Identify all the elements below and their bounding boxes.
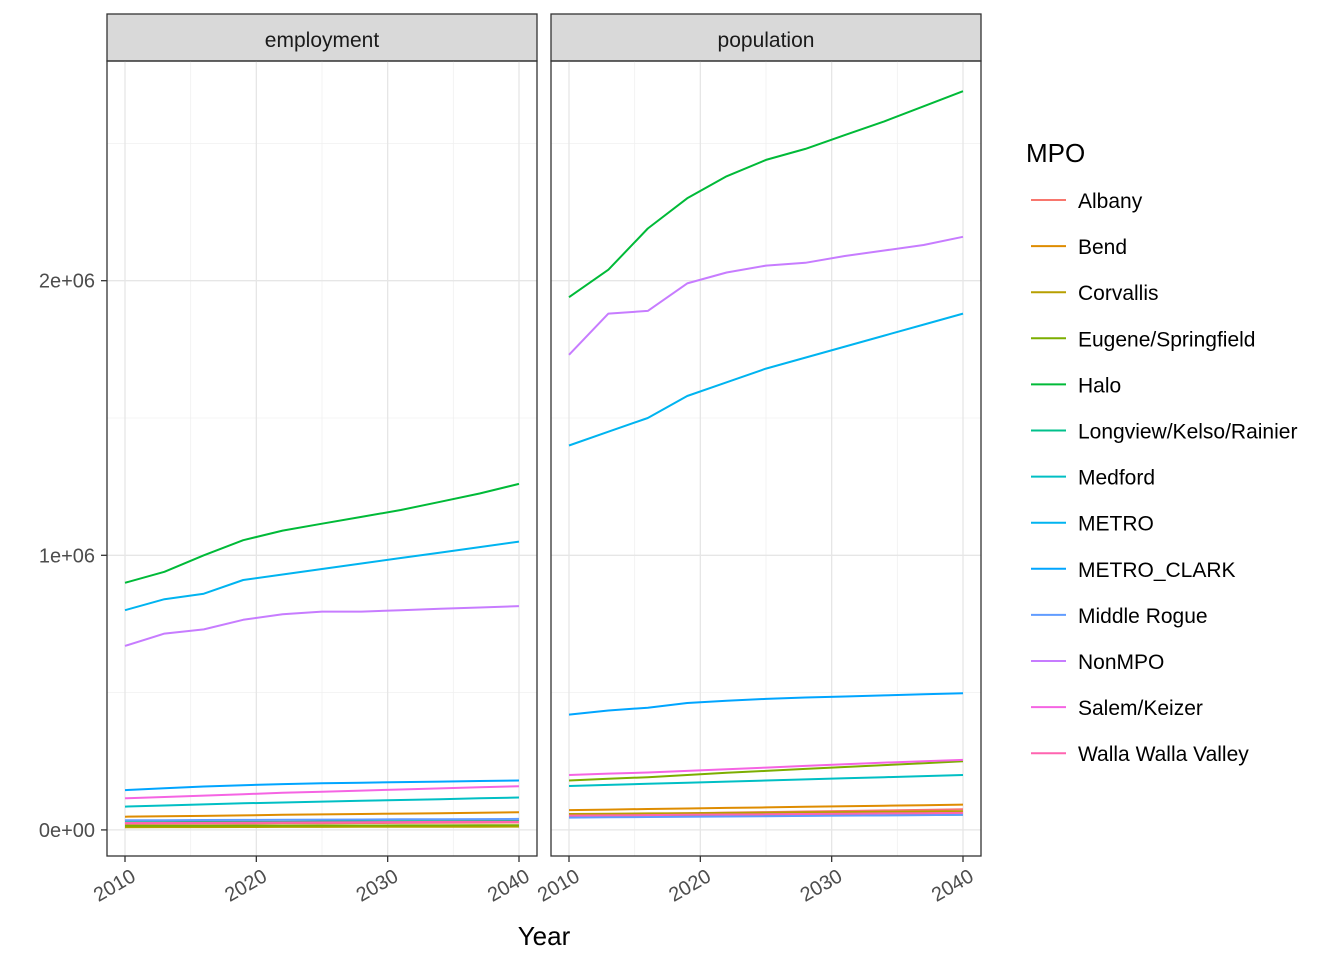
y-axis: 0e+00 1e+06 2e+06	[39, 271, 107, 842]
legend-item-salem-keizer: Salem/Keizer	[1031, 697, 1203, 720]
legend-label-metro-clark: METRO_CLARK	[1078, 559, 1236, 582]
series-line-halo	[568, 90, 964, 299]
series-line-medford	[124, 796, 520, 808]
series-line-salem-keizer	[568, 758, 964, 776]
facet-population: population	[550, 13, 982, 857]
facet-employment: employment	[106, 13, 538, 857]
series-line-medford	[568, 774, 964, 787]
series-line-nonmpo	[568, 235, 964, 356]
series-line-walla-walla-valley	[124, 820, 520, 824]
facet-strip-employment	[106, 13, 538, 62]
y-tick-label: 1e+06	[39, 545, 95, 567]
panel-border-population	[550, 60, 982, 857]
legend-item-halo: Halo	[1031, 374, 1121, 397]
legend-item-nonmpo: NonMPO	[1031, 651, 1164, 674]
gridlines-population	[551, 61, 981, 856]
legend-label-salem-keizer: Salem/Keizer	[1078, 697, 1203, 720]
series-line-eugene-springfield	[568, 760, 964, 782]
legend-title: MPO	[1026, 138, 1085, 168]
series-line-metro	[568, 312, 964, 447]
legend-label-halo: Halo	[1078, 374, 1121, 397]
y-tick-label: 0e+00	[39, 820, 95, 842]
series-line-eugene-springfield	[124, 824, 520, 827]
series-line-middle-rogue	[124, 817, 520, 822]
series-line-walla-walla-valley	[568, 811, 964, 817]
legend-label-metro: METRO	[1078, 513, 1154, 536]
series-line-metro-clark	[124, 779, 520, 792]
legend-label-medford: Medford	[1078, 467, 1155, 490]
series-lines-population	[568, 90, 964, 819]
legend-item-bend: Bend	[1031, 236, 1127, 259]
series-line-middle-rogue	[568, 813, 964, 819]
legend-label-albany: Albany	[1078, 190, 1143, 213]
facet-label-employment: employment	[265, 29, 380, 52]
legend-item-middle-rogue: Middle Rogue	[1031, 605, 1208, 628]
series-line-metro	[124, 540, 520, 612]
panel-border-employment	[106, 60, 538, 857]
legend-label-nonmpo: NonMPO	[1078, 651, 1164, 674]
legend-item-medford: Medford	[1031, 467, 1155, 490]
series-line-nonmpo	[124, 605, 520, 647]
legend-label-longview-kelso-rainier: Longview/Kelso/Rainier	[1078, 421, 1297, 444]
legend-item-corvallis: Corvallis	[1031, 282, 1159, 305]
legend-item-walla-walla-valley: Walla Walla Valley	[1031, 743, 1249, 766]
series-line-corvallis	[124, 825, 520, 829]
series-line-metro-clark	[568, 692, 964, 716]
legend: MPO Albany Bend Corvallis Eugene/Springfiel…	[1026, 138, 1297, 766]
facet-strip-population	[550, 13, 982, 62]
series-line-bend	[568, 803, 964, 812]
legend-label-bend: Bend	[1078, 236, 1127, 259]
series-line-corvallis	[568, 810, 964, 815]
legend-item-longview-kelso-rainier: Longview/Kelso/Rainier	[1031, 421, 1297, 444]
legend-label-corvallis: Corvallis	[1078, 282, 1159, 305]
series-lines-employment	[124, 482, 520, 829]
series-line-halo	[124, 482, 520, 584]
gridlines-employment	[107, 61, 537, 856]
y-tick-label: 2e+06	[39, 271, 95, 293]
series-line-bend	[124, 811, 520, 818]
x-axis-title: Year	[518, 921, 571, 951]
legend-item-metro: METRO	[1031, 513, 1154, 536]
legend-label-middle-rogue: Middle Rogue	[1078, 605, 1208, 628]
legend-item-albany: Albany	[1031, 190, 1143, 213]
legend-label-eugene-springfield: Eugene/Springfield	[1078, 328, 1255, 351]
legend-items: Albany Bend Corvallis Eugene/Springfield Hal…	[1031, 190, 1297, 766]
series-line-salem-keizer	[124, 785, 520, 800]
facet-label-population: population	[718, 29, 815, 52]
legend-label-walla-walla-valley: Walla Walla Valley	[1078, 743, 1249, 766]
legend-item-eugene-springfield: Eugene/Springfield	[1031, 328, 1255, 351]
legend-item-metro-clark: METRO_CLARK	[1031, 559, 1236, 582]
